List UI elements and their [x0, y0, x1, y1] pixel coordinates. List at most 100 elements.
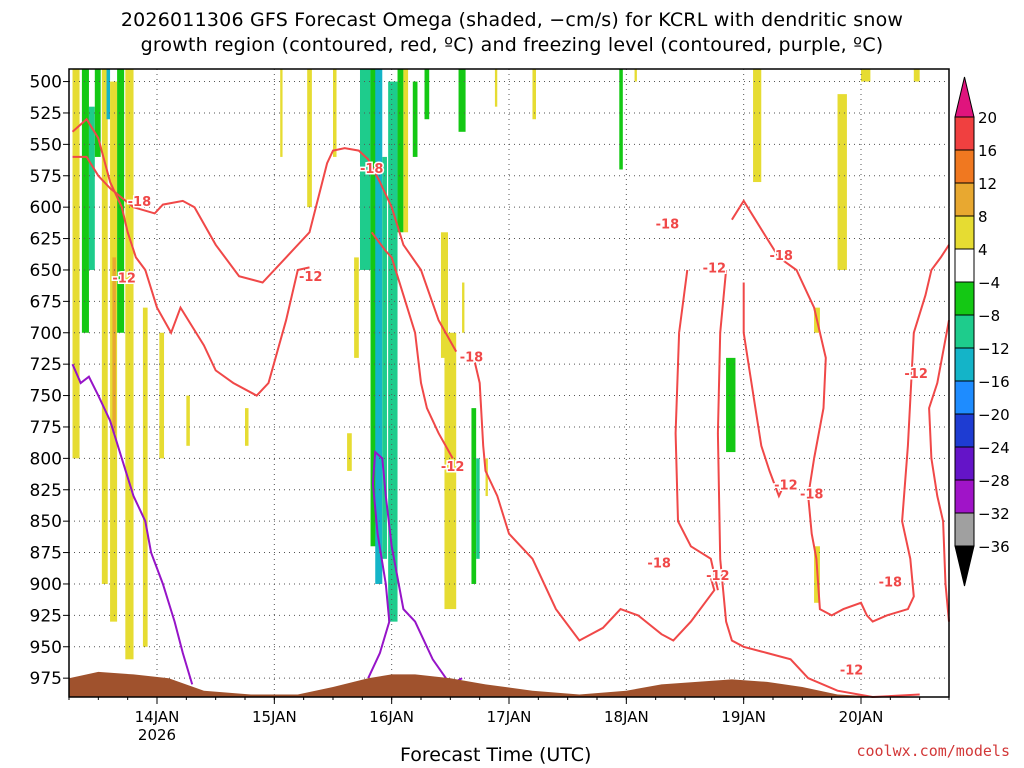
omega-cell-47	[913, 69, 920, 82]
grid-lines	[69, 69, 949, 697]
colorbar-label-11: −28	[978, 472, 1010, 490]
colorbar-label-0: 20	[978, 109, 997, 127]
contour-lines	[71, 117, 950, 699]
contour-label-4-0: -12	[112, 271, 136, 286]
colorbar-bin-13	[954, 512, 975, 547]
y-tick-label-850: 850	[30, 512, 62, 532]
colorbar-label-10: −24	[978, 439, 1010, 457]
omega-cell-34	[471, 408, 477, 584]
colorbar-bin-7	[954, 314, 975, 349]
omega-cell-3	[94, 69, 101, 157]
y-tick-label-700: 700	[30, 324, 62, 344]
terrain-fill	[69, 671, 949, 697]
omega-cell-24	[382, 156, 387, 559]
contour-label-0-7: -18	[879, 575, 903, 590]
omega-cell-4	[101, 69, 108, 584]
colorbar-bin-9	[954, 380, 975, 415]
x-tick-label-4: 18JAN	[604, 708, 649, 726]
terrain-shape	[69, 671, 949, 697]
contour-label-4-1: -12	[299, 270, 323, 285]
omega-cell-11	[142, 307, 148, 647]
omega-cell-27	[403, 69, 409, 233]
contour-line-1	[472, 357, 716, 642]
x-tick-label-0: 14JAN	[135, 708, 180, 726]
x-tick-label-5: 19JAN	[721, 708, 766, 726]
y-axis: 500 525 550 575 600 625 650 675 700 725 750 775 800 8…	[30, 73, 69, 689]
omega-cell-29	[424, 69, 430, 120]
omega-cell-20	[359, 69, 371, 270]
omega-cell-0	[72, 69, 80, 459]
x-axis: 14JAN 15JAN 16JAN 17JAN 18JAN 19JAN 20JAN 2026	[68, 697, 950, 744]
y-tick-label-875: 875	[30, 544, 62, 564]
colorbar-label-13: −36	[978, 538, 1010, 556]
contour-line-10	[367, 450, 463, 686]
omega-cell-13	[186, 395, 190, 446]
contour-line-5	[370, 231, 454, 459]
y-tick-label-500: 500	[30, 73, 62, 93]
omega-cell-46	[861, 69, 871, 82]
chart-title-line2: growth region (contoured, red, ºC) and f…	[140, 34, 884, 56]
y-tick-label-750: 750	[30, 387, 62, 407]
contour-label-4-6: -12	[904, 367, 928, 382]
colorbar-label-4: 4	[978, 241, 988, 259]
colorbar-label-8: −16	[978, 373, 1010, 391]
colorbar-label-9: −20	[978, 406, 1010, 424]
x-tick-label-6: 20JAN	[839, 708, 884, 726]
omega-cell-42	[753, 69, 762, 183]
omega-cell-14	[245, 408, 249, 446]
y-tick-label-575: 575	[30, 167, 62, 187]
omega-cell-12	[159, 332, 165, 459]
contour-label-4-2: -12	[441, 460, 465, 475]
y-tick-label-775: 775	[30, 418, 62, 438]
contour-line-4	[71, 117, 310, 397]
colorbar: 20 16 12 8 4 −4 −8 −12 −16 −20 −24 −28 −32 −36	[954, 76, 1010, 587]
x-tick-label-3: 17JAN	[487, 708, 532, 726]
colorbar-bin-2	[954, 149, 975, 184]
colorbar-bin-12	[954, 479, 975, 514]
contour-label-4-4: -12	[706, 569, 730, 584]
omega-cell-16	[307, 69, 312, 208]
omega-cell-26	[397, 69, 404, 233]
colorbar-bin-11	[954, 446, 975, 481]
omega-cell-40	[634, 69, 637, 82]
y-tick-label-900: 900	[30, 575, 62, 595]
contour-line-6	[716, 269, 920, 699]
contour-line-0	[72, 147, 458, 353]
omega-cell-18	[354, 257, 359, 358]
omega-cell-31	[444, 332, 457, 610]
y-tick-label-525: 525	[30, 104, 62, 124]
colorbar-label-2: 12	[978, 175, 997, 193]
y-tick-label-550: 550	[30, 135, 62, 155]
omega-shading	[72, 69, 920, 660]
contour-label-0-2: -18	[460, 351, 484, 366]
x-tick-label-2: 16JAN	[369, 708, 414, 726]
omega-cell-41	[726, 357, 736, 453]
colorbar-bin-5	[954, 248, 975, 283]
contour-label-4-7: -12	[840, 663, 864, 678]
contour-line-8	[928, 320, 950, 622]
colorbar-label-12: −32	[978, 505, 1010, 523]
contour-label-0-0: -18	[128, 195, 152, 210]
colorbar-label-1: 16	[978, 142, 997, 160]
contour-label-4-3: -12	[703, 261, 727, 276]
contour-line-2	[731, 199, 950, 623]
colorbar-label-5: −4	[978, 274, 1000, 292]
omega-cell-23	[375, 69, 383, 584]
omega-cell-5	[106, 69, 111, 120]
omega-cell-7	[112, 257, 116, 434]
colorbar-bin-4	[954, 215, 975, 250]
contour-line-7	[742, 282, 786, 499]
omega-cell-28	[412, 81, 418, 157]
colorbar-bin-10	[954, 413, 975, 448]
contour-labels: -18-18-18-18-18-18-18-18-12 -12-12-12-12-…	[111, 161, 930, 680]
y-tick-label-975: 975	[30, 669, 62, 689]
x-tick-label-1: 15JAN	[252, 708, 297, 726]
x-axis-title: Forecast Time (UTC)	[400, 744, 592, 766]
contour-label-0-1: -18	[360, 162, 384, 177]
omega-cell-19	[347, 433, 352, 471]
colorbar-label-6: −8	[978, 307, 1000, 325]
omega-cell-35	[476, 458, 480, 559]
colorbar-bin-8	[954, 347, 975, 382]
y-tick-label-675: 675	[30, 292, 62, 312]
